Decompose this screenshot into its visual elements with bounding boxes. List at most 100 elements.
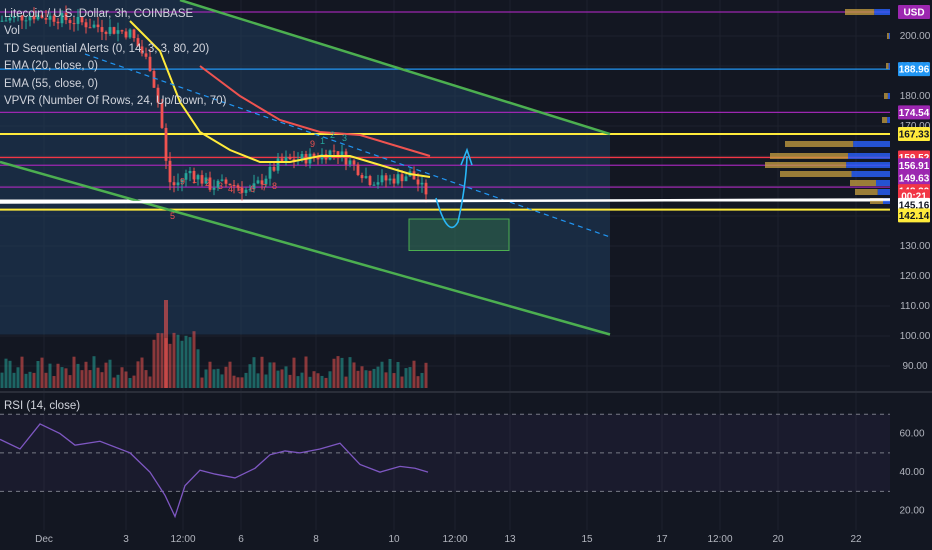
volume-bar <box>228 361 232 388</box>
legend-ema55[interactable]: EMA (55, close, 0) <box>4 77 98 90</box>
volume-bar <box>304 356 308 388</box>
channel-lower <box>0 160 611 336</box>
vpvr-bar-down <box>874 9 890 15</box>
candle <box>36 15 40 20</box>
candle <box>240 187 244 193</box>
legend-vpvr[interactable]: VPVR (Number Of Rows, 24, Up/Down, 70) <box>4 95 227 108</box>
volume-bar <box>400 376 404 388</box>
candle <box>24 20 28 22</box>
candle <box>396 174 400 184</box>
ema20-line <box>129 20 431 178</box>
volume-bar <box>180 340 184 388</box>
volume-bar <box>424 362 428 388</box>
candle <box>60 12 64 24</box>
volume-bar <box>104 362 108 388</box>
candle <box>176 182 180 186</box>
candle <box>56 21 60 24</box>
candle <box>360 175 364 179</box>
vpvr-bar-up <box>882 117 888 123</box>
candle <box>188 170 192 174</box>
volume-bar <box>260 356 264 388</box>
candle <box>140 46 144 54</box>
candle <box>0 20 4 22</box>
candle <box>136 38 140 47</box>
candle <box>164 127 168 161</box>
legend-ema20[interactable]: EMA (20, close, 0) <box>4 60 98 73</box>
vpvr-bar-down <box>851 171 890 177</box>
candle <box>156 87 160 103</box>
td-count: 4 <box>228 184 233 194</box>
candle <box>88 27 92 29</box>
time-tick: 12:00 <box>170 534 195 545</box>
volume-bar <box>112 377 116 388</box>
price-tick: 130.00 <box>900 241 931 252</box>
time-tick: 12:00 <box>707 534 732 545</box>
candle <box>200 175 204 184</box>
volume-bar <box>92 356 96 388</box>
volume-bar <box>392 373 396 388</box>
candle <box>40 15 44 18</box>
candle <box>44 17 48 20</box>
rsi-tick: 20.00 <box>899 506 924 517</box>
candle <box>300 154 304 160</box>
volume-bar <box>196 349 200 388</box>
candle <box>48 15 52 20</box>
vpvr-bar-down <box>888 63 890 69</box>
candle <box>216 180 220 188</box>
td-count: 5 <box>238 186 243 196</box>
volume-bar <box>284 366 288 388</box>
td-count: 3 <box>342 133 347 143</box>
vpvr-bar-up <box>884 93 888 99</box>
volume-bar <box>264 374 268 388</box>
volume-bar <box>64 368 68 388</box>
candle <box>84 22 88 28</box>
candle <box>64 12 68 21</box>
volume-bar <box>44 372 48 388</box>
volume-bar <box>332 358 336 388</box>
volume-bar <box>124 371 128 388</box>
rsi-band <box>0 414 890 492</box>
candle <box>172 182 176 186</box>
candle <box>248 189 252 191</box>
volume-bar <box>168 343 172 388</box>
volume-bar <box>420 372 424 388</box>
candle <box>124 31 128 38</box>
volume-bar <box>136 361 140 388</box>
trend-drawings[interactable]: 59 1 2 3 4 5 6 7 89 12 3 <box>0 0 891 336</box>
volume-bar <box>128 377 132 388</box>
volume-bar <box>248 364 252 388</box>
candle <box>400 174 404 182</box>
legend-td[interactable]: TD Sequential Alerts (0, 14, 3, 3, 80, 2… <box>4 42 210 55</box>
td-count: 8 <box>272 181 277 191</box>
candle <box>344 151 348 165</box>
candle <box>32 15 36 20</box>
candle <box>340 151 344 157</box>
candle <box>268 166 272 179</box>
volume-bar <box>368 370 372 388</box>
legend-symbol[interactable]: Litecoin / U.S. Dollar, 3h, COINBASE <box>4 8 194 20</box>
candle <box>128 29 132 38</box>
volume-bar <box>188 337 192 388</box>
candle <box>192 170 196 180</box>
volume-bar <box>24 373 28 388</box>
channel-upper <box>179 0 611 136</box>
volume-bar <box>84 361 88 388</box>
volume-bar <box>116 374 120 388</box>
legend-rsi[interactable]: RSI (14, close) <box>4 400 81 412</box>
target-zone <box>408 218 510 251</box>
volume-bar <box>244 372 248 388</box>
candle <box>280 158 284 162</box>
volume-bar <box>132 375 136 388</box>
volume-bar <box>280 369 284 388</box>
candle <box>196 175 200 180</box>
rsi-pane <box>0 413 890 519</box>
time-tick: 6 <box>238 534 244 545</box>
time-tick: 13 <box>504 534 516 545</box>
candle <box>204 177 208 184</box>
candle <box>272 166 276 171</box>
volume-bar <box>348 357 352 388</box>
candle <box>116 30 120 34</box>
legend-vol[interactable]: Vol <box>4 25 20 38</box>
volume-profile <box>765 9 890 204</box>
